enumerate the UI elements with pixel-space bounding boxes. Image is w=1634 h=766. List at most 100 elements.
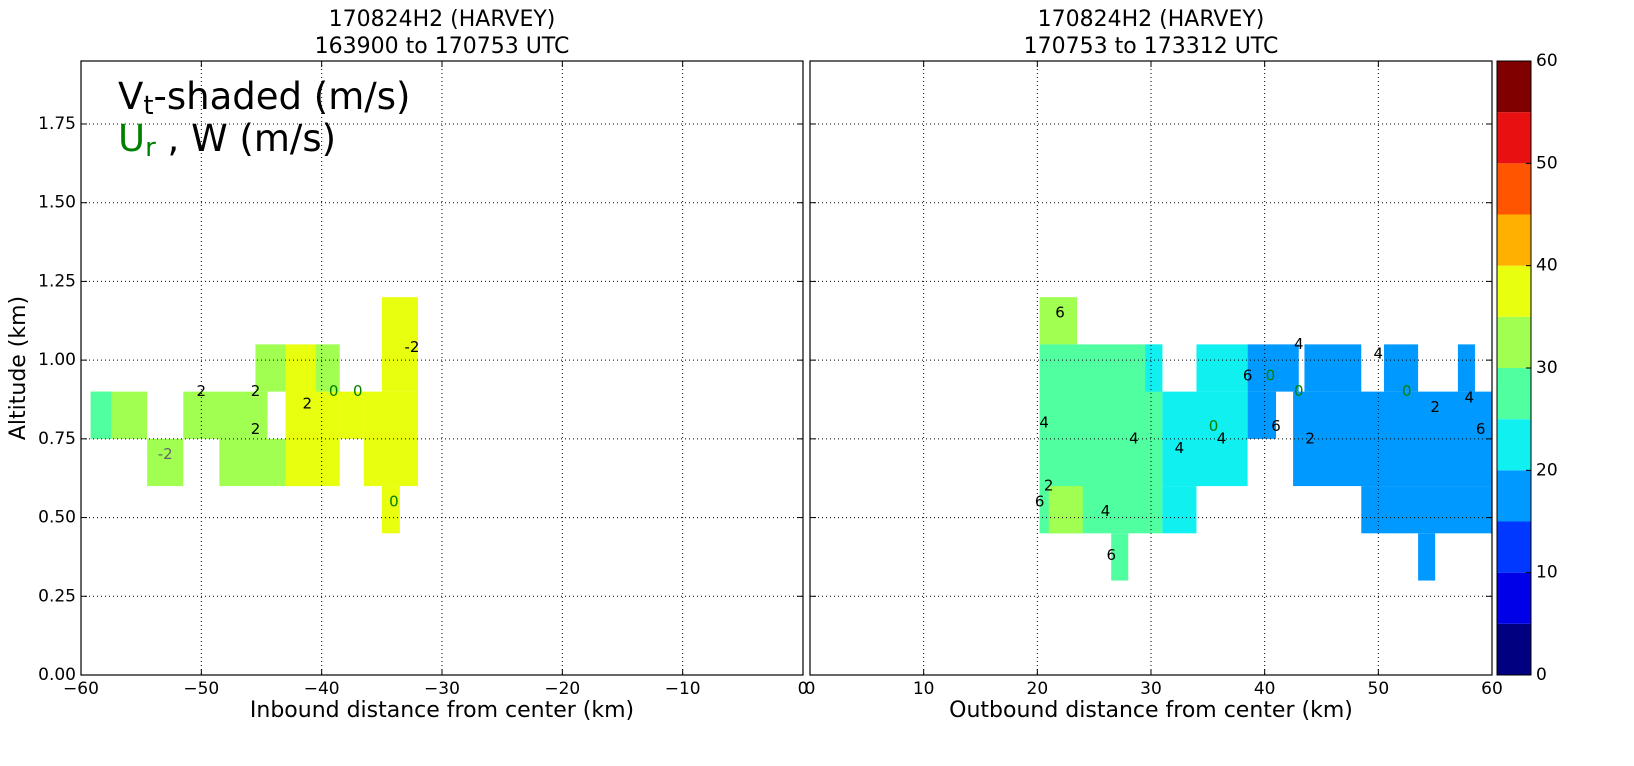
colorbar-swatch bbox=[1497, 470, 1531, 522]
x-axis-label: Outbound distance from center (km) bbox=[949, 698, 1353, 723]
chart-title: 170824H2 (HARVEY) bbox=[1038, 7, 1265, 32]
y-tick-label: 0.00 bbox=[38, 665, 76, 685]
colorbar-tick-label: 60 bbox=[1536, 51, 1558, 71]
colorbar-swatch bbox=[1497, 112, 1531, 164]
contour-label: 4 bbox=[1101, 502, 1111, 520]
contour-label: 2 bbox=[197, 382, 207, 400]
colorbar-tick-label: 30 bbox=[1536, 358, 1558, 378]
shaded-cell bbox=[1145, 344, 1163, 392]
colorbar-tick-label: 40 bbox=[1536, 256, 1558, 276]
chart-title: 170824H2 (HARVEY) bbox=[329, 7, 556, 32]
legend-rest: , W (m/s) bbox=[156, 117, 336, 160]
shaded-cell bbox=[1304, 344, 1362, 392]
contour-label: 0 bbox=[353, 382, 363, 400]
x-tick-label: 0 bbox=[798, 679, 809, 699]
contour-label: 2 bbox=[1430, 398, 1440, 416]
colorbar-tick-label: 50 bbox=[1536, 153, 1558, 173]
chart-subtitle: 163900 to 170753 UTC bbox=[315, 34, 570, 59]
contour-label: -2 bbox=[158, 445, 173, 463]
shaded-cell bbox=[381, 297, 418, 392]
shaded-cell bbox=[1457, 344, 1475, 392]
contour-label: 0 bbox=[1209, 417, 1219, 435]
contour-label: 6 bbox=[1055, 303, 1065, 321]
shaded-cell bbox=[1039, 297, 1078, 345]
colorbar-tick-label: 10 bbox=[1536, 563, 1558, 583]
shaded-cell bbox=[363, 391, 418, 487]
colorbar-swatch bbox=[1497, 61, 1531, 113]
shaded-cell bbox=[255, 344, 286, 392]
colorbar-swatch bbox=[1497, 419, 1531, 471]
legend-symbol: U bbox=[118, 117, 145, 160]
contour-label: 4 bbox=[1175, 439, 1185, 457]
y-tick-label: 1.50 bbox=[38, 193, 76, 213]
colorbar-swatch bbox=[1497, 368, 1531, 420]
x-tick-label: 10 bbox=[913, 679, 935, 699]
shaded-cell bbox=[1162, 391, 1248, 487]
shaded-cell bbox=[381, 486, 400, 534]
contour-label: 4 bbox=[1129, 429, 1139, 447]
colorbar-swatch bbox=[1497, 163, 1531, 215]
legend-subscript: t bbox=[143, 91, 153, 121]
x-tick-label: −60 bbox=[63, 679, 99, 699]
legend-symbol: V bbox=[118, 75, 143, 118]
shaded-cell bbox=[1418, 533, 1436, 581]
contour-label: 0 bbox=[1266, 366, 1276, 384]
y-tick-label: 1.25 bbox=[38, 271, 76, 291]
plot-frame bbox=[80, 60, 804, 676]
y-tick-label: 0.75 bbox=[38, 429, 76, 449]
shaded-cell bbox=[1048, 486, 1083, 534]
x-tick-label: 50 bbox=[1368, 679, 1390, 699]
contour-label: 4 bbox=[1294, 335, 1304, 353]
shaded-cell bbox=[147, 438, 184, 487]
y-tick-label: 0.50 bbox=[38, 508, 76, 528]
shaded-cell bbox=[1361, 486, 1492, 534]
y-tick-label: 1.75 bbox=[38, 114, 76, 134]
contour-label: 0 bbox=[389, 492, 399, 510]
shaded-cell bbox=[183, 391, 268, 439]
contour-label: -2 bbox=[404, 338, 419, 356]
legend-rest: -shaded (m/s) bbox=[154, 75, 411, 118]
chart-subtitle: 170753 to 173312 UTC bbox=[1024, 34, 1279, 59]
legend-subscript: r bbox=[145, 133, 156, 163]
colorbar-swatch bbox=[1497, 623, 1531, 675]
colorbar-swatch bbox=[1497, 265, 1531, 317]
contour-label: 6 bbox=[1271, 417, 1281, 435]
y-tick-label: 1.00 bbox=[38, 350, 76, 370]
contour-label: 4 bbox=[1217, 429, 1227, 447]
x-axis-label: Inbound distance from center (km) bbox=[250, 698, 634, 723]
legend-text: Vt-shaded (m/s) bbox=[118, 75, 410, 121]
plot-frame bbox=[809, 60, 1493, 676]
shaded-cell bbox=[339, 391, 364, 439]
contour-label: 2 bbox=[1044, 477, 1054, 495]
colorbar-tick-label: 20 bbox=[1536, 460, 1558, 480]
x-tick-label: −10 bbox=[665, 679, 701, 699]
contour-label: 4 bbox=[1464, 388, 1474, 406]
x-tick-label: −20 bbox=[544, 679, 580, 699]
x-tick-label: 0 bbox=[805, 679, 816, 699]
contour-label: 6 bbox=[1106, 546, 1116, 564]
shaded-cell bbox=[1247, 344, 1299, 392]
shaded-cell bbox=[90, 391, 112, 439]
contour-label: 2 bbox=[251, 382, 261, 400]
legend-text: Ur , W (m/s) bbox=[118, 117, 336, 163]
y-axis-label: Altitude (km) bbox=[6, 296, 31, 440]
contour-label: 0 bbox=[329, 382, 339, 400]
colorbar-swatch bbox=[1497, 214, 1531, 266]
colorbar-swatch bbox=[1497, 572, 1531, 624]
contour-label: 6 bbox=[1243, 366, 1253, 384]
shaded-cell bbox=[1111, 533, 1129, 581]
shaded-cell bbox=[321, 391, 340, 487]
colorbar-swatch bbox=[1497, 521, 1531, 573]
x-tick-label: 60 bbox=[1481, 679, 1503, 699]
contour-label: 4 bbox=[1039, 414, 1049, 432]
contour-label: 6 bbox=[1476, 420, 1486, 438]
contour-label: 2 bbox=[251, 420, 261, 438]
contour-label: 0 bbox=[1294, 382, 1304, 400]
contour-label: 6 bbox=[1035, 492, 1045, 510]
x-tick-label: −40 bbox=[304, 679, 340, 699]
x-tick-label: 20 bbox=[1027, 679, 1049, 699]
contour-label: 0 bbox=[1402, 382, 1412, 400]
shaded-cell bbox=[1196, 344, 1248, 392]
colorbar-swatch bbox=[1497, 316, 1531, 368]
